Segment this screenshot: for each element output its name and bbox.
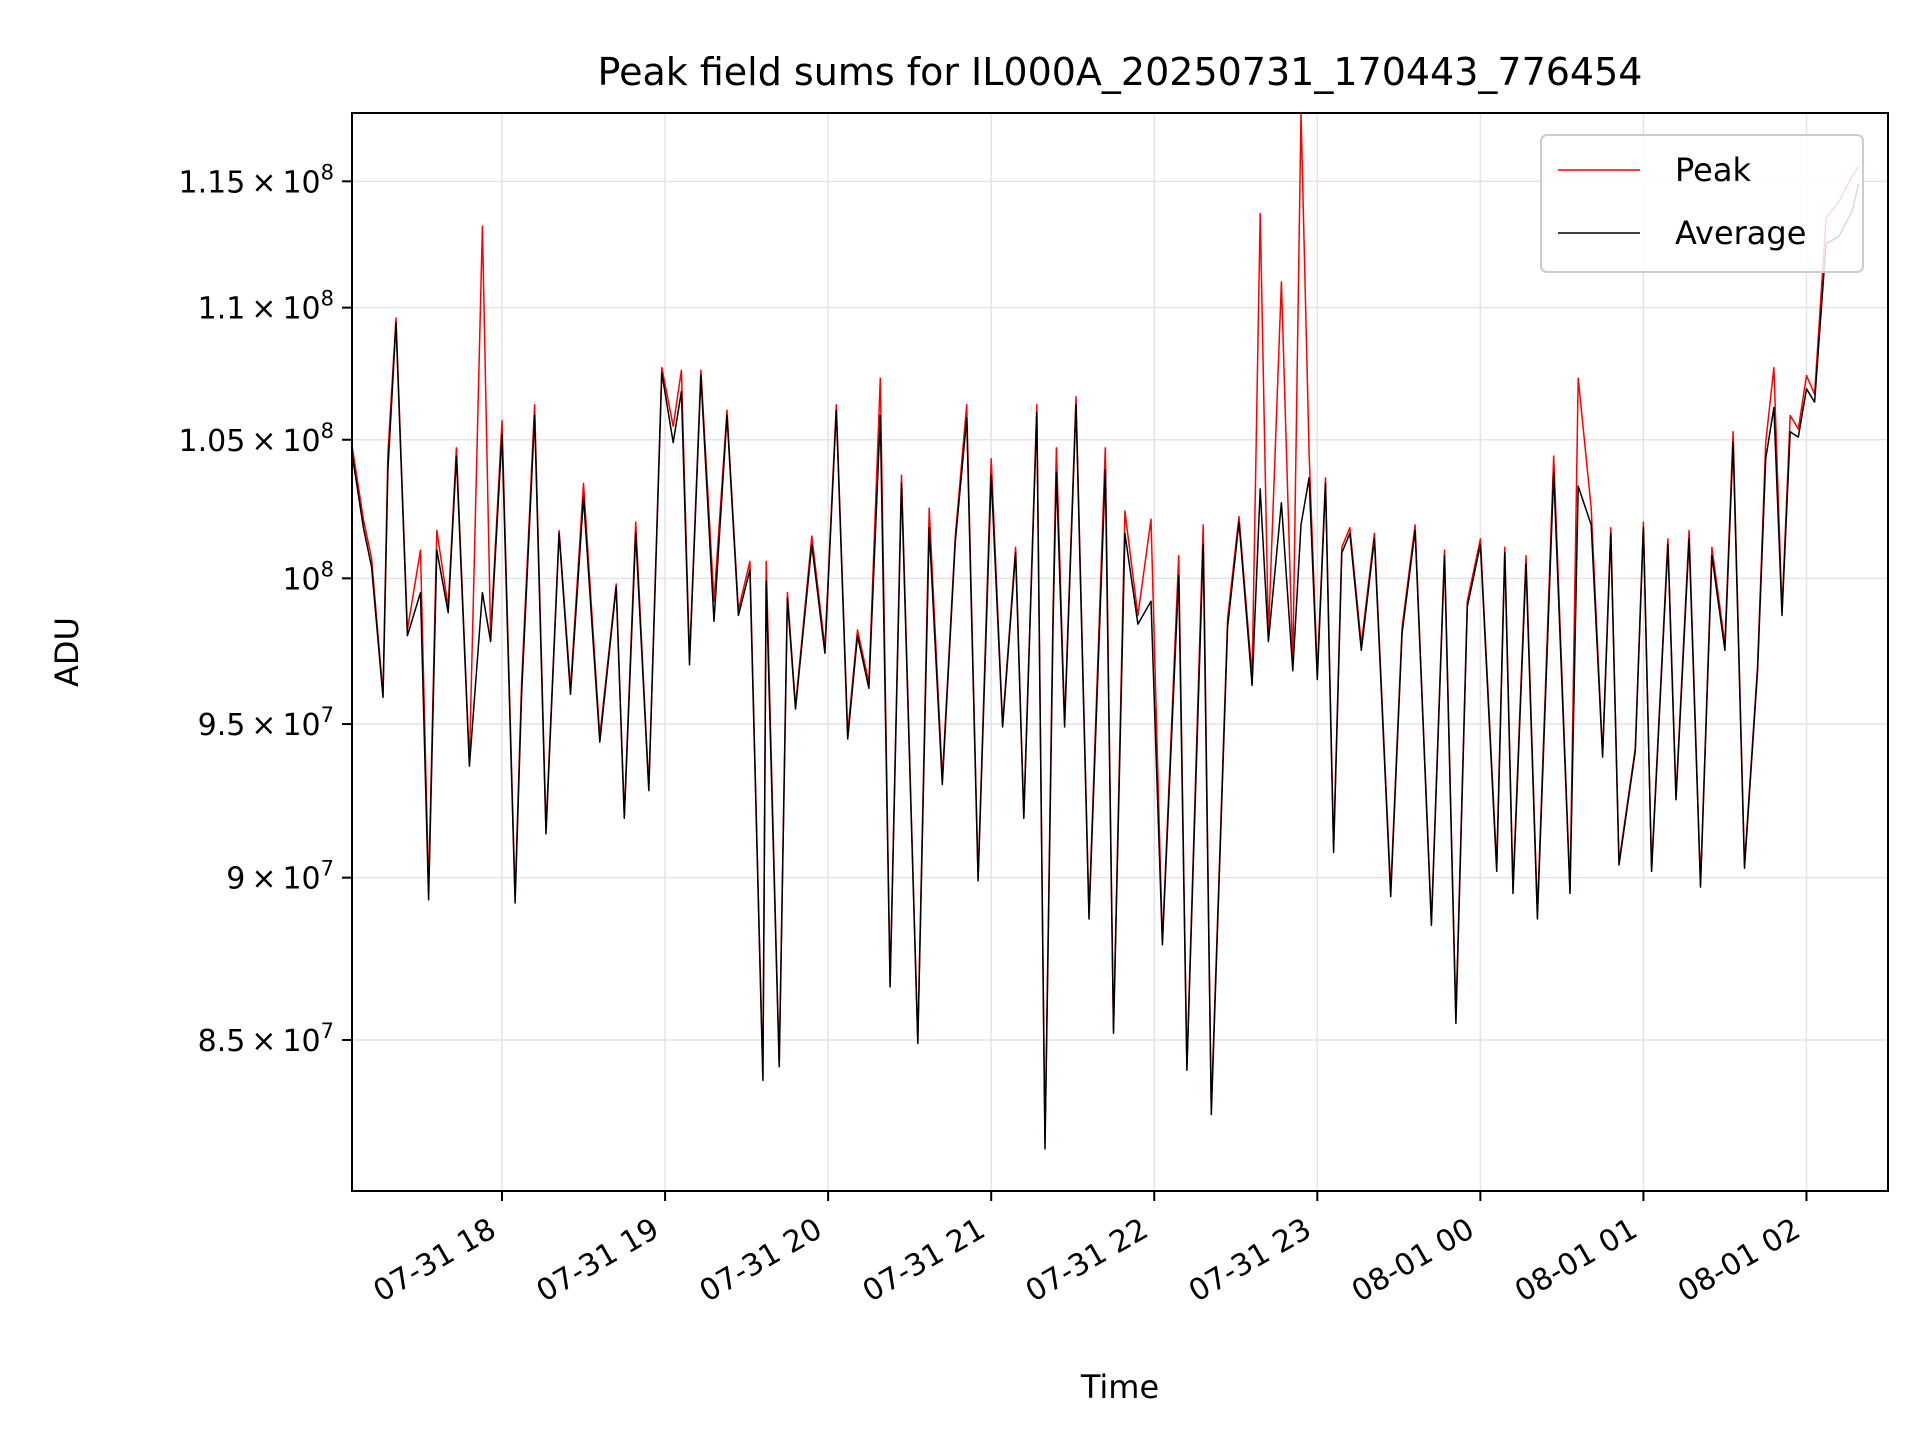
legend: Peak Average: [1540, 134, 1864, 273]
y-tick-label: 9 × 107: [226, 857, 334, 897]
y-tick-label: 1.1 × 108: [198, 287, 334, 327]
y-tick-label: 108: [282, 557, 334, 597]
series-lines: [352, 113, 1860, 1150]
y-tick-label: 1.15 × 108: [179, 160, 334, 200]
y-tick-label: 8.5 × 107: [198, 1019, 334, 1059]
y-tick-label: 9.5 × 107: [198, 703, 334, 743]
gridlines: [352, 113, 1888, 1191]
chart-title: Peak field sums for IL000A_20250731_1704…: [598, 50, 1643, 94]
plot-frame: [351, 112, 1889, 1192]
y-tick-label: 1.05 × 108: [179, 419, 334, 459]
y-axis-label: ADU: [48, 617, 86, 687]
y-axis-ticks: 8.5 × 107 9 × 107 9.5 × 107 108 1.05 × 108 1.…: [179, 160, 352, 1059]
legend-peak-label: Peak: [1675, 151, 1751, 189]
x-axis-label: Time: [1080, 1368, 1159, 1406]
series-line-average: [352, 183, 1860, 1150]
legend-average-label: Average: [1675, 214, 1806, 252]
